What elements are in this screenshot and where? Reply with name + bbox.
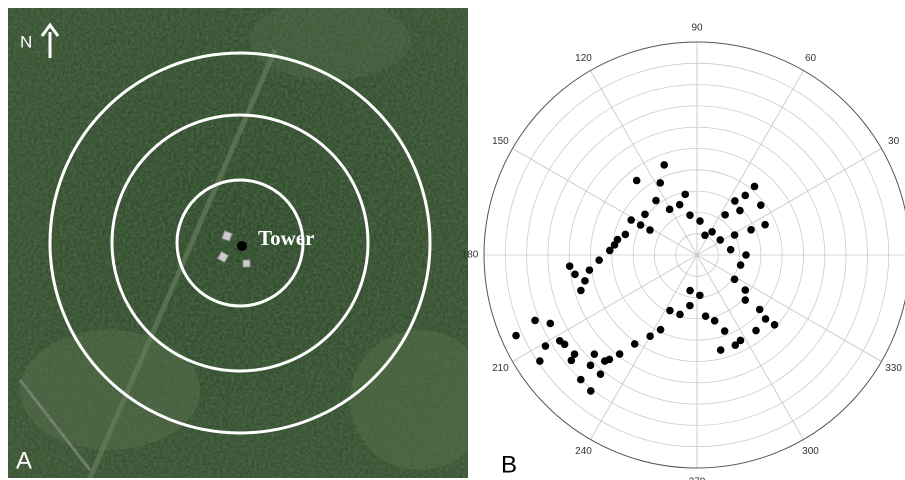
data-point: [637, 221, 645, 229]
data-point: [752, 327, 760, 335]
angle-tick-label: 240: [575, 446, 592, 457]
data-point: [771, 321, 779, 329]
tower-label: Tower: [258, 226, 314, 250]
data-point: [696, 292, 704, 300]
data-point: [686, 211, 694, 219]
data-point: [681, 191, 689, 199]
data-point: [708, 228, 716, 236]
angle-tick-label: 90: [691, 23, 703, 34]
north-label: N: [20, 32, 32, 51]
data-point: [595, 256, 603, 264]
data-point: [627, 216, 635, 224]
data-point: [762, 315, 770, 323]
data-point: [756, 306, 764, 314]
data-point: [542, 342, 550, 350]
data-point: [742, 251, 750, 259]
angle-tick-label: 180: [462, 250, 479, 261]
panel-label: A: [16, 447, 32, 474]
data-point: [536, 357, 544, 365]
data-point: [701, 231, 709, 239]
data-point: [587, 387, 595, 395]
data-point: [652, 197, 660, 205]
angle-tick-label: 30: [888, 136, 900, 147]
angle-tick-label: 120: [575, 53, 592, 64]
data-point: [761, 221, 769, 229]
data-point: [577, 376, 585, 384]
data-point: [676, 311, 684, 319]
data-point: [597, 370, 605, 378]
data-point: [586, 266, 594, 274]
data-point: [561, 341, 569, 349]
panel-label: B: [501, 451, 517, 478]
figure: N Tower A B 3060901201501802102402703003…: [0, 0, 905, 480]
data-point: [731, 276, 739, 284]
data-point: [633, 177, 641, 185]
data-point: [646, 226, 654, 234]
angle-tick-label: 270: [689, 477, 706, 480]
data-point: [666, 307, 674, 315]
data-point: [666, 206, 674, 214]
angle-tick-label: 330: [885, 363, 902, 374]
data-point: [736, 207, 744, 215]
data-point: [676, 201, 684, 209]
data-point: [587, 362, 595, 370]
data-point: [751, 183, 759, 191]
angle-tick-label: 60: [805, 53, 817, 64]
data-point: [546, 320, 554, 328]
data-point: [571, 271, 579, 279]
angle-tick-label: 210: [492, 363, 509, 374]
data-point: [616, 350, 624, 358]
angle-tick-label: 300: [802, 446, 819, 457]
data-point: [717, 346, 725, 354]
data-point: [657, 326, 665, 334]
data-point: [531, 317, 539, 325]
data-point: [731, 197, 739, 205]
data-point: [512, 332, 520, 340]
data-point: [686, 287, 694, 295]
data-point: [656, 179, 664, 187]
data-point: [601, 357, 609, 365]
data-point: [660, 161, 668, 169]
data-point: [741, 286, 749, 294]
data-point: [591, 350, 599, 358]
angle-tick-label: 150: [492, 136, 509, 147]
data-point: [711, 317, 719, 325]
aerial-image: [8, 0, 490, 478]
data-point: [741, 296, 749, 304]
data-point: [566, 262, 574, 270]
data-point: [737, 261, 745, 269]
data-point: [702, 312, 710, 320]
data-point: [727, 246, 735, 254]
data-point: [716, 236, 724, 244]
data-point: [646, 332, 654, 340]
data-point: [721, 327, 729, 335]
data-point: [741, 192, 749, 200]
data-point: [611, 241, 619, 249]
data-point: [757, 201, 765, 209]
data-point: [622, 231, 630, 239]
data-point: [568, 357, 576, 365]
data-point: [577, 287, 585, 295]
data-point: [747, 226, 755, 234]
data-point: [641, 211, 649, 219]
data-point: [731, 231, 739, 239]
data-point: [686, 302, 694, 310]
polar-chart: 30 60 90 120 150 180 210 240 270 300 330: [462, 23, 905, 480]
data-point: [721, 211, 729, 219]
data-point: [696, 217, 704, 225]
data-point: [731, 341, 739, 349]
data-point: [581, 277, 589, 285]
data-point: [631, 340, 639, 348]
